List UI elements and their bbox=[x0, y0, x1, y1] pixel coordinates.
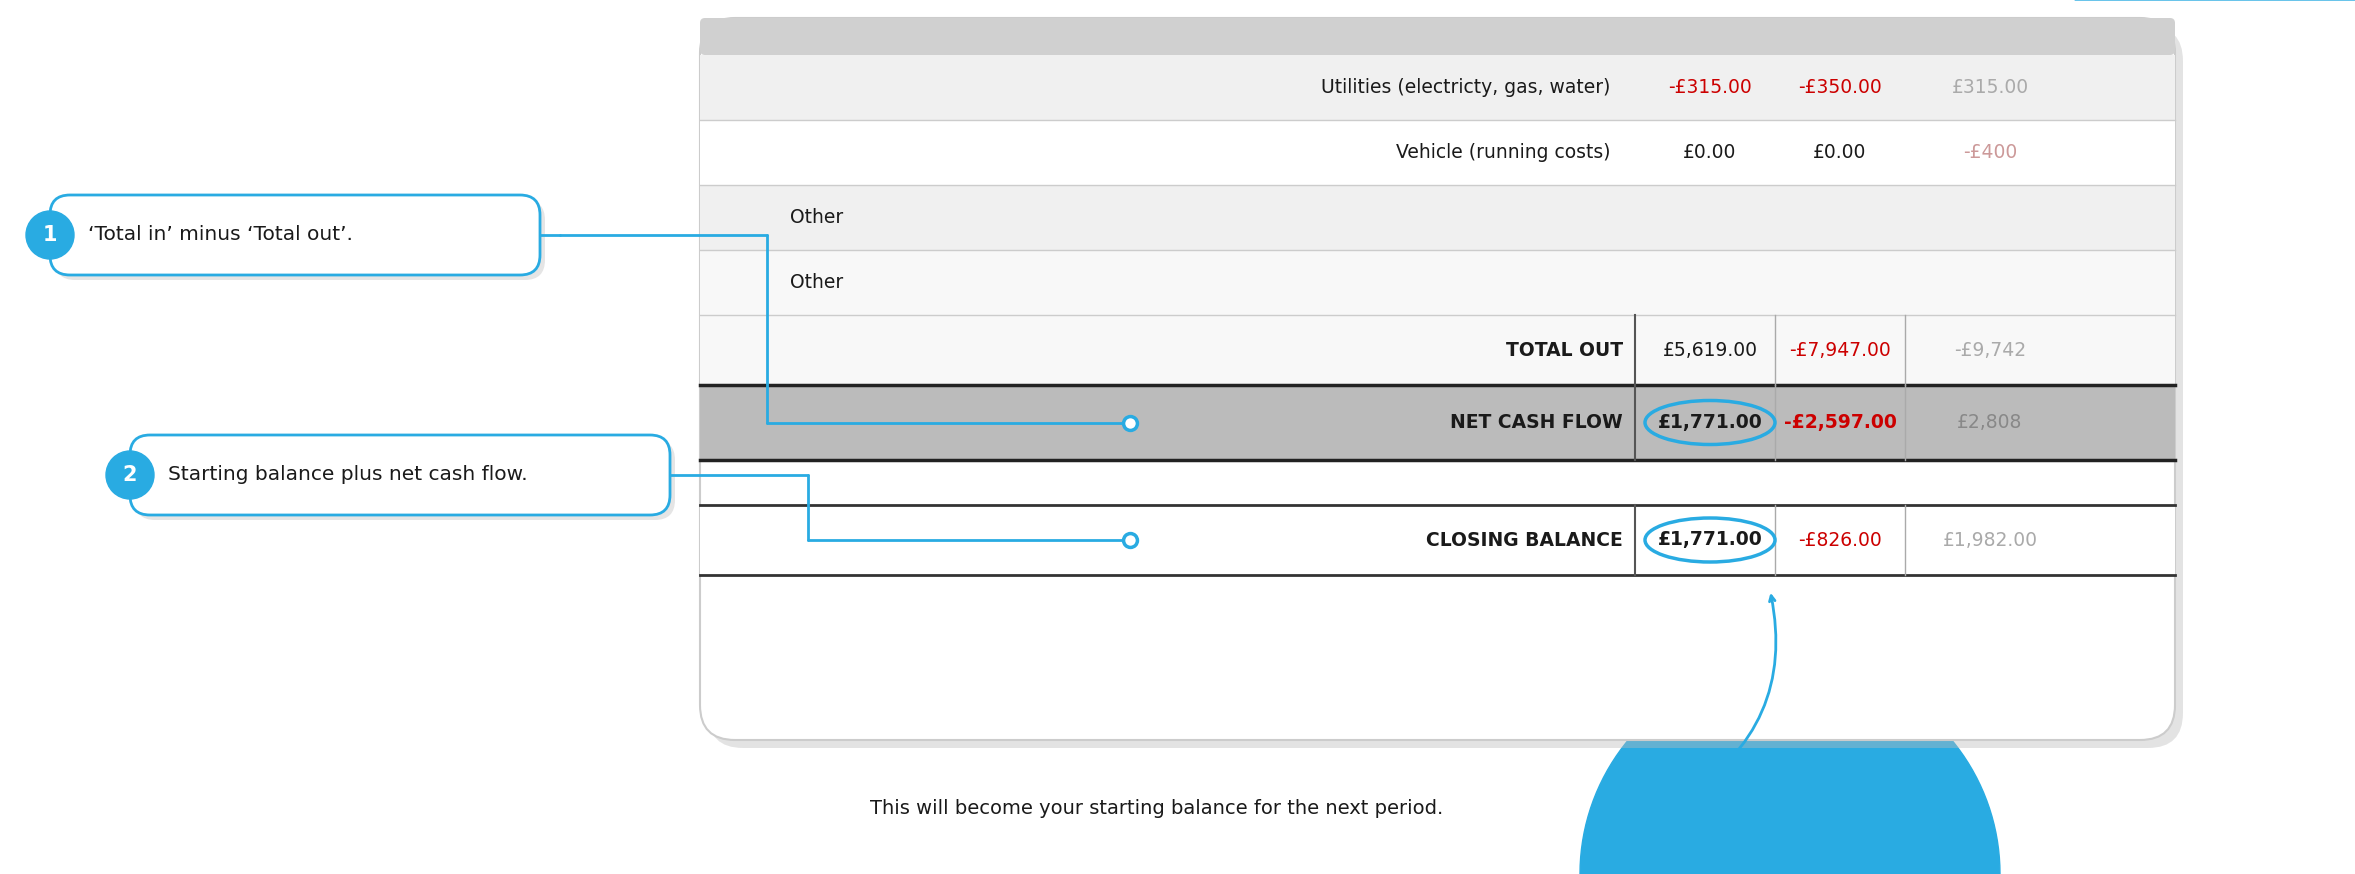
Text: ‘Total in’ minus ‘Total out’.: ‘Total in’ minus ‘Total out’. bbox=[87, 225, 353, 245]
Polygon shape bbox=[1580, 664, 1999, 874]
Bar bbox=[699, 250, 2176, 315]
Bar bbox=[699, 385, 2176, 460]
FancyBboxPatch shape bbox=[134, 440, 676, 520]
FancyBboxPatch shape bbox=[49, 195, 539, 275]
Text: Starting balance plus net cash flow.: Starting balance plus net cash flow. bbox=[167, 466, 528, 484]
Text: Vehicle (running costs): Vehicle (running costs) bbox=[1397, 143, 1611, 162]
Bar bbox=[699, 185, 2176, 250]
Text: This will become your starting balance for the next period.: This will become your starting balance f… bbox=[869, 799, 1444, 817]
FancyBboxPatch shape bbox=[709, 26, 2183, 748]
Text: -£2,597.00: -£2,597.00 bbox=[1783, 413, 1896, 432]
FancyBboxPatch shape bbox=[699, 18, 2176, 740]
Text: £1,771.00: £1,771.00 bbox=[1658, 413, 1762, 432]
Text: £2,808: £2,808 bbox=[1957, 413, 2023, 432]
Text: NET CASH FLOW: NET CASH FLOW bbox=[1451, 413, 1623, 432]
Bar bbox=[699, 315, 2176, 385]
Text: 2: 2 bbox=[122, 465, 137, 485]
Text: TOTAL OUT: TOTAL OUT bbox=[1505, 341, 1623, 359]
Text: -£7,947.00: -£7,947.00 bbox=[1790, 341, 1891, 359]
Bar bbox=[699, 55, 2176, 120]
Text: -£350.00: -£350.00 bbox=[1799, 78, 1882, 97]
FancyBboxPatch shape bbox=[699, 18, 2176, 55]
Text: -£826.00: -£826.00 bbox=[1799, 531, 1882, 550]
Circle shape bbox=[26, 211, 73, 259]
Text: -£315.00: -£315.00 bbox=[1667, 78, 1752, 97]
Text: £1,771.00: £1,771.00 bbox=[1658, 531, 1762, 550]
Text: £1,982.00: £1,982.00 bbox=[1943, 531, 2037, 550]
Circle shape bbox=[106, 451, 153, 499]
Text: Utilities (electricty, gas, water): Utilities (electricty, gas, water) bbox=[1321, 78, 1611, 97]
Text: £0.00: £0.00 bbox=[1813, 143, 1868, 162]
Text: 1: 1 bbox=[42, 225, 57, 245]
Text: £315.00: £315.00 bbox=[1952, 78, 2028, 97]
Text: CLOSING BALANCE: CLOSING BALANCE bbox=[1427, 531, 1623, 550]
Text: -£9,742: -£9,742 bbox=[1955, 341, 2025, 359]
FancyBboxPatch shape bbox=[130, 435, 671, 515]
FancyBboxPatch shape bbox=[54, 200, 544, 280]
Text: £0.00: £0.00 bbox=[1684, 143, 1736, 162]
Bar bbox=[699, 120, 2176, 185]
Text: Other: Other bbox=[789, 208, 843, 227]
Text: -£400: -£400 bbox=[1962, 143, 2018, 162]
Text: Other: Other bbox=[789, 273, 843, 292]
Bar bbox=[699, 505, 2176, 575]
Text: £5,619.00: £5,619.00 bbox=[1663, 341, 1757, 359]
